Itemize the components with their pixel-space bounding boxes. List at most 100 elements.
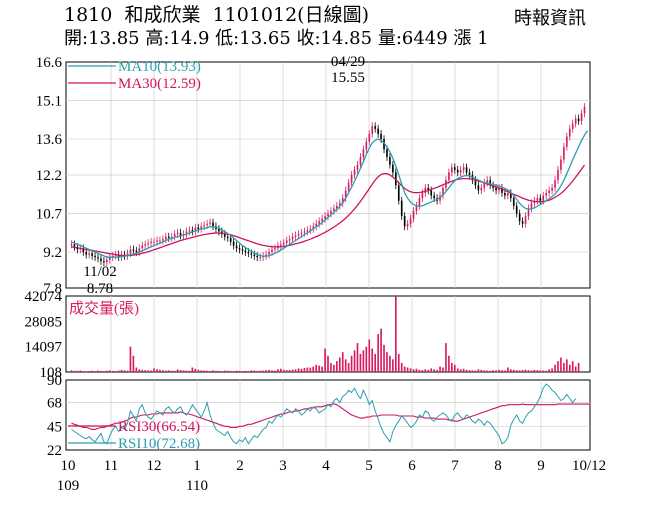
- volume-bar: [250, 370, 253, 372]
- candle-body: [415, 205, 418, 211]
- volume-bar: [427, 369, 430, 372]
- candle-body: [507, 192, 509, 196]
- price-y-tick-label: 16.6: [36, 55, 63, 71]
- candle-body: [291, 236, 294, 240]
- source-label: 時報資訊: [514, 8, 586, 29]
- volume-bar: [539, 370, 542, 372]
- price-y-tick-label: 7.8: [43, 281, 62, 297]
- candle-body: [191, 230, 194, 232]
- candle-body: [568, 128, 571, 137]
- volume-bar: [232, 371, 235, 372]
- volume-bar: [495, 370, 497, 372]
- volume-bar: [235, 370, 238, 372]
- candle-body: [557, 169, 559, 181]
- volume-bar: [185, 370, 188, 372]
- volume-bar: [203, 370, 205, 372]
- candle-body: [226, 236, 229, 238]
- volume-bar: [162, 370, 164, 372]
- volume-bar: [274, 370, 276, 372]
- x-tick-label: 12: [147, 458, 162, 474]
- candle-body: [103, 261, 105, 263]
- volume-bar: [85, 371, 88, 372]
- candle-body: [294, 235, 297, 237]
- volume-bar: [474, 370, 477, 372]
- rsi-y-tick-label: 22: [47, 443, 62, 459]
- candle-body: [129, 249, 132, 254]
- volume-bar: [229, 370, 232, 372]
- volume-bar: [389, 355, 391, 372]
- volume-bar: [341, 352, 344, 372]
- volume-bar: [353, 350, 356, 372]
- volume-bar: [477, 369, 480, 372]
- volume-title: 成交量(張): [69, 299, 139, 317]
- volume-bar: [498, 369, 500, 372]
- candle-body: [574, 118, 577, 124]
- x-tick-label: 5: [365, 458, 373, 474]
- candle-body: [167, 236, 170, 238]
- candle-body: [554, 180, 556, 188]
- volume-bar: [159, 369, 161, 372]
- volume-bar: [371, 348, 374, 372]
- volume-bar: [380, 328, 382, 372]
- volume-bar: [117, 370, 120, 372]
- volume-bar: [347, 362, 350, 372]
- volume-bar: [170, 370, 173, 372]
- x-tick-label: 7: [451, 458, 459, 474]
- candle-body: [477, 185, 480, 191]
- volume-bar: [563, 362, 565, 372]
- volume-y-tick-label: 42074: [25, 289, 63, 305]
- volume-bar: [268, 369, 270, 372]
- volume-y-tick-label: 28085: [25, 314, 63, 330]
- candle-body: [406, 223, 409, 227]
- volume-bar: [397, 353, 400, 372]
- candle-body: [359, 157, 362, 165]
- x-tick-label: 2: [236, 458, 244, 474]
- rsi10-line: [71, 383, 577, 445]
- candle-body: [179, 232, 182, 236]
- candle-body: [374, 126, 377, 129]
- candle-body: [279, 244, 282, 246]
- volume-bar: [291, 369, 294, 372]
- candle-body: [144, 244, 147, 246]
- volume-bar: [574, 366, 577, 372]
- volume-bar: [374, 353, 377, 372]
- candle-body: [397, 185, 400, 201]
- candle-body: [165, 236, 167, 240]
- volume-bar: [421, 370, 424, 372]
- volume-bar: [256, 370, 259, 372]
- candle-body: [156, 240, 158, 242]
- candle-body: [188, 230, 191, 232]
- candle-body: [312, 226, 315, 229]
- volume-bar: [430, 368, 433, 372]
- candle-body: [306, 230, 309, 232]
- candle-body: [271, 249, 273, 253]
- candle-body: [265, 254, 267, 256]
- candle-body: [309, 228, 312, 231]
- volume-bar: [223, 370, 226, 372]
- volume-bar: [241, 371, 244, 372]
- volume-bar: [365, 346, 368, 372]
- volume-bar: [147, 370, 149, 372]
- volume-bar: [194, 368, 197, 372]
- volume-bar: [507, 367, 509, 372]
- volume-bar: [91, 370, 93, 372]
- volume-bar: [406, 367, 409, 372]
- candle-body: [162, 239, 164, 241]
- volume-bar: [94, 371, 96, 372]
- candle-body: [218, 228, 220, 232]
- candle-body: [424, 187, 427, 193]
- candle-body: [468, 172, 471, 175]
- volume-bar: [554, 364, 556, 372]
- volume-bar: [197, 369, 200, 372]
- volume-bar: [577, 362, 580, 372]
- ma30-line: [71, 164, 586, 257]
- candle-body: [563, 146, 565, 160]
- candle-body: [73, 244, 76, 247]
- candle-body: [389, 157, 391, 165]
- volume-bar: [504, 370, 506, 372]
- candle-body: [106, 259, 108, 263]
- volume-bar: [439, 366, 441, 372]
- volume-bar: [451, 362, 453, 372]
- volume-bar: [294, 369, 297, 372]
- candle-body: [512, 198, 515, 206]
